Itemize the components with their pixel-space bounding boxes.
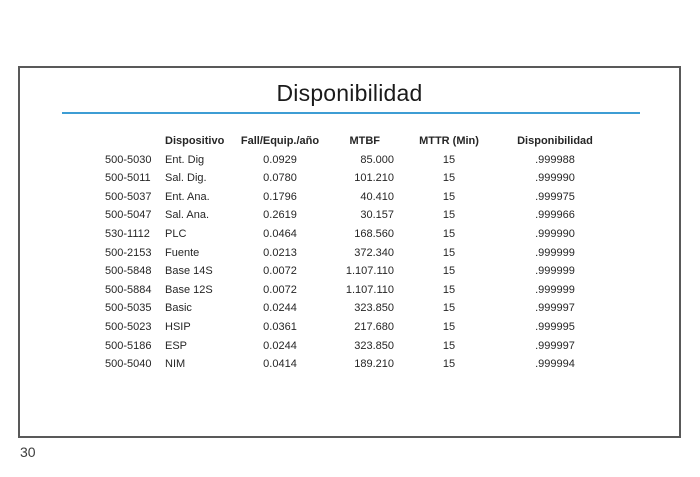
table-cell: 0.2619 [263,209,297,222]
table-row: 500-5035 Basic 0.0244 323.850 15 .999997 [105,299,606,318]
page-number: 30 [20,444,36,460]
table-cell: Sal. Ana. [165,209,210,222]
table-cell: 1.107.110 [345,265,394,278]
table-cell: .999997 [535,339,575,352]
table-cell: Ent. Dig [165,153,205,166]
table-body: 500-5030 Ent. Dig 0.0929 85.000 15.999988 500… [105,151,606,374]
table-cell: 15 [442,209,456,222]
table-cell: Fuente [165,246,200,259]
table-row: 500-2153 Fuente 0.0213 372.340 15 .999999 [105,244,606,263]
table-header-cell: MTTR (Min) [419,135,479,147]
table-cell: 0.0072 [263,265,297,278]
table-cell: 500-5040 [105,358,152,371]
table-cell: 500-5848 [105,265,152,278]
table-row: 500-5047 Sal. Ana. 0.2619 30.157 15 .999966 [105,206,606,225]
table-row: 530-1112 PLC 0.0464 168.560 15 .999990 [105,225,606,244]
availability-table: Dispositivo Fall/Equip./año MTBF MTTR (Min)… [105,132,606,374]
table-cell: 0.0414 [263,358,297,371]
table-cell: .999966 [535,209,575,222]
table-cell: 500-2153 [105,246,152,259]
table-cell: 0.0929 [263,153,297,166]
table-header-cell [105,132,165,151]
table-cell: 168.560 [354,227,394,240]
table-cell: 15 [442,283,456,296]
table-cell: 15 [442,172,456,185]
table-cell: 40.410 [360,190,394,203]
table-cell: 500-5884 [105,283,152,296]
table-cell: 323.850 [354,302,394,315]
table-cell: 0.0464 [263,227,297,240]
table-cell: .999999 [535,246,575,259]
table-header-cell: Fall/Equip./año [240,135,320,147]
table-cell: HSIP [165,320,191,333]
table-cell: 500-5035 [105,302,152,315]
table-cell: .999995 [535,320,575,333]
table-cell: .999994 [535,358,575,371]
table-row: 500-5848 Base 14S 0.0072 1.107.110 15 .999999 [105,262,606,281]
table-cell: 500-5186 [105,339,152,352]
table-row: 500-5023 HSIP 0.0361 217.680 15 .999995 [105,318,606,337]
table-cell: 0.0780 [263,172,297,185]
table-cell: Ent. Ana. [165,190,210,203]
table-cell: 0.0244 [263,302,297,315]
table-row: 500-5040 NIM 0.0414 189.210 15 .999994 [105,355,606,374]
table-cell: 15 [442,339,456,352]
table-cell: .999999 [535,283,575,296]
table-header-cell: MTBF [349,135,380,147]
table-cell: 15 [442,320,456,333]
table-cell: 530-1112 [105,227,150,240]
slide-title: Disponibilidad [276,80,423,106]
table-cell: Basic [165,302,192,315]
table-cell: .999990 [535,172,575,185]
table-cell: 15 [442,190,456,203]
table-cell: .999999 [535,265,575,278]
slide: Disponibilidad Dispositivo Fall/Equip./añ… [18,66,681,438]
table-header-cell: Dispositivo [165,135,225,147]
table-cell: Base 12S [165,283,213,296]
table-cell: 217.680 [354,320,394,333]
table-row: 500-5011 Sal. Dig. 0.0780 101.210 15 .999990 [105,169,606,188]
table-cell: 500-5037 [105,190,152,203]
table-cell: 85.000 [360,153,394,166]
table-cell: 15 [442,227,456,240]
table-cell: 0.0361 [263,320,297,333]
table-cell: .999975 [535,190,575,203]
table-cell: 15 [442,265,456,278]
table-row: 500-5030 Ent. Dig 0.0929 85.000 15 .999988 [105,151,606,170]
table-cell: 0.0072 [263,283,297,296]
table-cell: 1.107.110 [345,283,394,296]
table-cell: 189.210 [354,358,394,371]
table-row: 500-5186 ESP 0.0244 323.850 15 .999997 [105,337,606,356]
table-cell: NIM [165,358,186,371]
table-cell: 323.850 [354,339,394,352]
title-underline [62,112,640,114]
table-cell: PLC [165,227,187,240]
table-cell: Sal. Dig. [165,172,207,185]
table-cell: 15 [442,302,456,315]
table-cell: 500-5011 [105,172,151,185]
table-cell: 0.0213 [263,246,297,259]
table-row: 500-5037 Ent. Ana. 0.1796 40.410 15 .999975 [105,188,606,207]
table-cell: .999997 [535,302,575,315]
table-cell: .999988 [535,153,575,166]
table-cell: 30.157 [360,209,394,222]
table-cell: .999990 [535,227,575,240]
table-header-row: Dispositivo Fall/Equip./año MTBF MTTR (Min)… [105,132,606,151]
table-cell: 15 [442,153,456,166]
table-header-cell: Disponibilidad [517,135,593,147]
table-cell: 101.210 [354,172,394,185]
table-cell: 0.1796 [263,190,297,203]
table-cell: 15 [442,246,456,259]
table-cell: 372.340 [354,246,394,259]
table-cell: 0.0244 [263,339,297,352]
table-cell: Base 14S [165,265,213,278]
table-cell: 15 [442,358,456,371]
table-cell: 500-5047 [105,209,152,222]
table-cell: 500-5030 [105,153,152,166]
table-cell: ESP [165,339,188,352]
table-cell: 500-5023 [105,320,152,333]
table-row: 500-5884 Base 12S 0.0072 1.107.110 15 .999999 [105,281,606,300]
